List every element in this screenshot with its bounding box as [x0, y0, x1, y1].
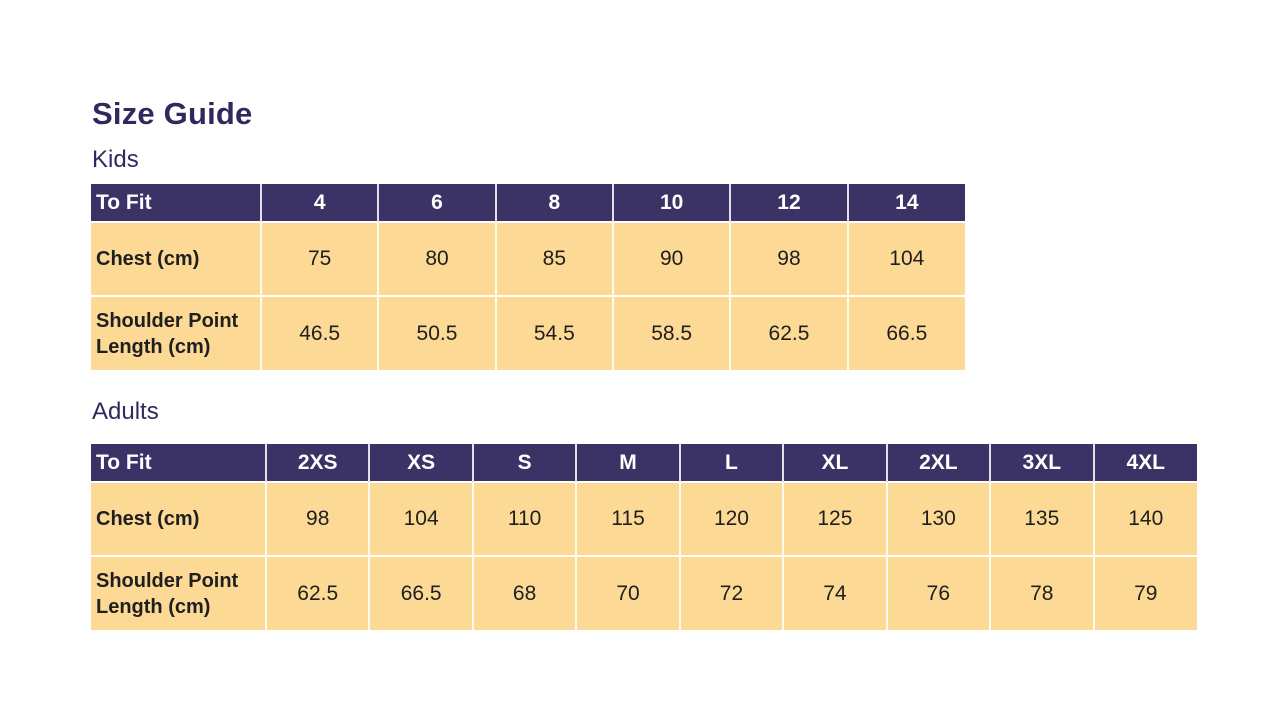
header-cell-to-fit: To Fit	[91, 184, 261, 222]
value-cell: 125	[782, 481, 887, 556]
value-cell: 98	[264, 481, 370, 556]
header-cell-size: 2XS	[264, 444, 370, 482]
row-label: Shoulder Point Length (cm)	[91, 555, 266, 630]
value-cell: 80	[377, 221, 496, 296]
table-row: Chest (cm) 75 80 85 90 98 104	[91, 221, 965, 296]
header-cell-size: L	[678, 444, 784, 482]
value-cell: 62.5	[729, 295, 848, 370]
value-cell: 54.5	[494, 295, 613, 370]
adults-size-table: To Fit 2XS XS S M L XL 2XL 3XL 4XL Chest (cm) 98 104…	[91, 444, 1197, 630]
value-cell: 66.5	[368, 555, 473, 630]
header-cell-size: 14	[846, 184, 965, 222]
value-cell: 79	[1092, 555, 1197, 630]
header-cell-size: 12	[729, 184, 848, 222]
value-cell: 104	[368, 481, 473, 556]
row-label: Shoulder Point Length (cm)	[91, 295, 261, 370]
table-row: Chest (cm) 98 104 110 115 120 125 130 135 140	[91, 481, 1197, 556]
value-cell: 46.5	[259, 295, 379, 370]
value-cell: 130	[885, 481, 991, 556]
header-cell-size: 3XL	[989, 444, 1094, 482]
header-cell-size: 4	[259, 184, 379, 222]
header-cell-size: 2XL	[885, 444, 991, 482]
kids-size-table: To Fit 4 6 8 10 12 14 Chest (cm) 75 80 85 90 98 104 Sh…	[91, 184, 965, 370]
value-cell: 110	[471, 481, 577, 556]
table-header-row: To Fit 4 6 8 10 12 14	[91, 184, 965, 222]
value-cell: 104	[846, 221, 965, 296]
header-cell-size: XL	[782, 444, 887, 482]
row-label: Chest (cm)	[91, 481, 266, 556]
value-cell: 85	[494, 221, 613, 296]
row-label: Chest (cm)	[91, 221, 261, 296]
table-header-row: To Fit 2XS XS S M L XL 2XL 3XL 4XL	[91, 444, 1197, 482]
value-cell: 120	[678, 481, 784, 556]
value-cell: 76	[885, 555, 991, 630]
header-cell-to-fit: To Fit	[91, 444, 266, 482]
value-cell: 70	[575, 555, 680, 630]
value-cell: 50.5	[377, 295, 496, 370]
header-cell-size: M	[575, 444, 680, 482]
table-row: Shoulder Point Length (cm) 62.5 66.5 68 70 72…	[91, 555, 1197, 630]
section-label-kids: Kids	[92, 146, 139, 173]
value-cell: 68	[471, 555, 577, 630]
value-cell: 74	[782, 555, 887, 630]
value-cell: 75	[259, 221, 379, 296]
value-cell: 90	[611, 221, 731, 296]
value-cell: 58.5	[611, 295, 731, 370]
header-cell-size: 4XL	[1092, 444, 1197, 482]
value-cell: 78	[989, 555, 1094, 630]
value-cell: 115	[575, 481, 680, 556]
value-cell: 140	[1092, 481, 1197, 556]
header-cell-size: 6	[377, 184, 496, 222]
page-title: Size Guide	[92, 96, 253, 131]
value-cell: 72	[678, 555, 784, 630]
section-label-adults: Adults	[92, 398, 159, 425]
header-cell-size: 8	[494, 184, 613, 222]
value-cell: 66.5	[846, 295, 965, 370]
header-cell-size: XS	[368, 444, 473, 482]
header-cell-size: S	[471, 444, 577, 482]
header-cell-size: 10	[611, 184, 731, 222]
value-cell: 98	[729, 221, 848, 296]
value-cell: 135	[989, 481, 1094, 556]
value-cell: 62.5	[264, 555, 370, 630]
table-row: Shoulder Point Length (cm) 46.5 50.5 54.5 58…	[91, 295, 965, 370]
